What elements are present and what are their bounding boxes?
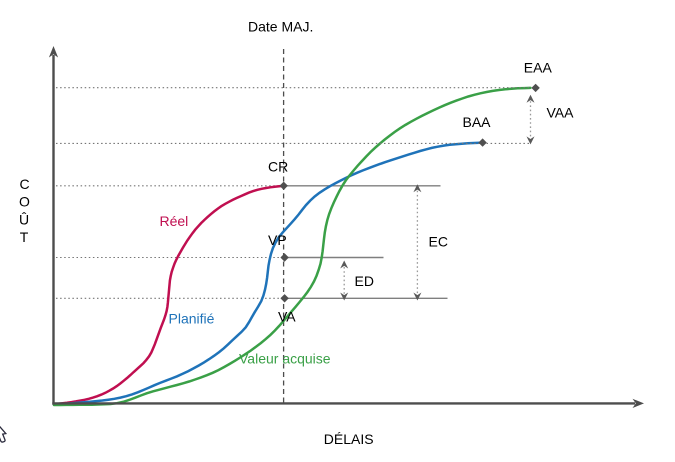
svg-text:Valeur acquise: Valeur acquise <box>239 351 331 367</box>
svg-text:O: O <box>19 194 30 210</box>
svg-text:T: T <box>20 229 29 245</box>
svg-text:Û: Û <box>19 212 29 228</box>
svg-text:Réel: Réel <box>160 213 189 229</box>
svg-text:Planifié: Planifié <box>169 311 215 327</box>
svg-text:VP: VP <box>268 232 287 248</box>
svg-text:VAA: VAA <box>547 105 575 121</box>
svg-text:BAA: BAA <box>463 114 492 130</box>
svg-text:EC: EC <box>429 234 448 250</box>
svg-text:CR: CR <box>268 158 288 174</box>
svg-text:EAA: EAA <box>524 60 553 76</box>
svg-text:DÉLAIS: DÉLAIS <box>324 431 374 447</box>
svg-text:VA: VA <box>278 308 296 324</box>
svg-text:ED: ED <box>355 273 374 289</box>
svg-text:C: C <box>20 176 30 192</box>
svg-text:Date MAJ.: Date MAJ. <box>248 19 313 35</box>
